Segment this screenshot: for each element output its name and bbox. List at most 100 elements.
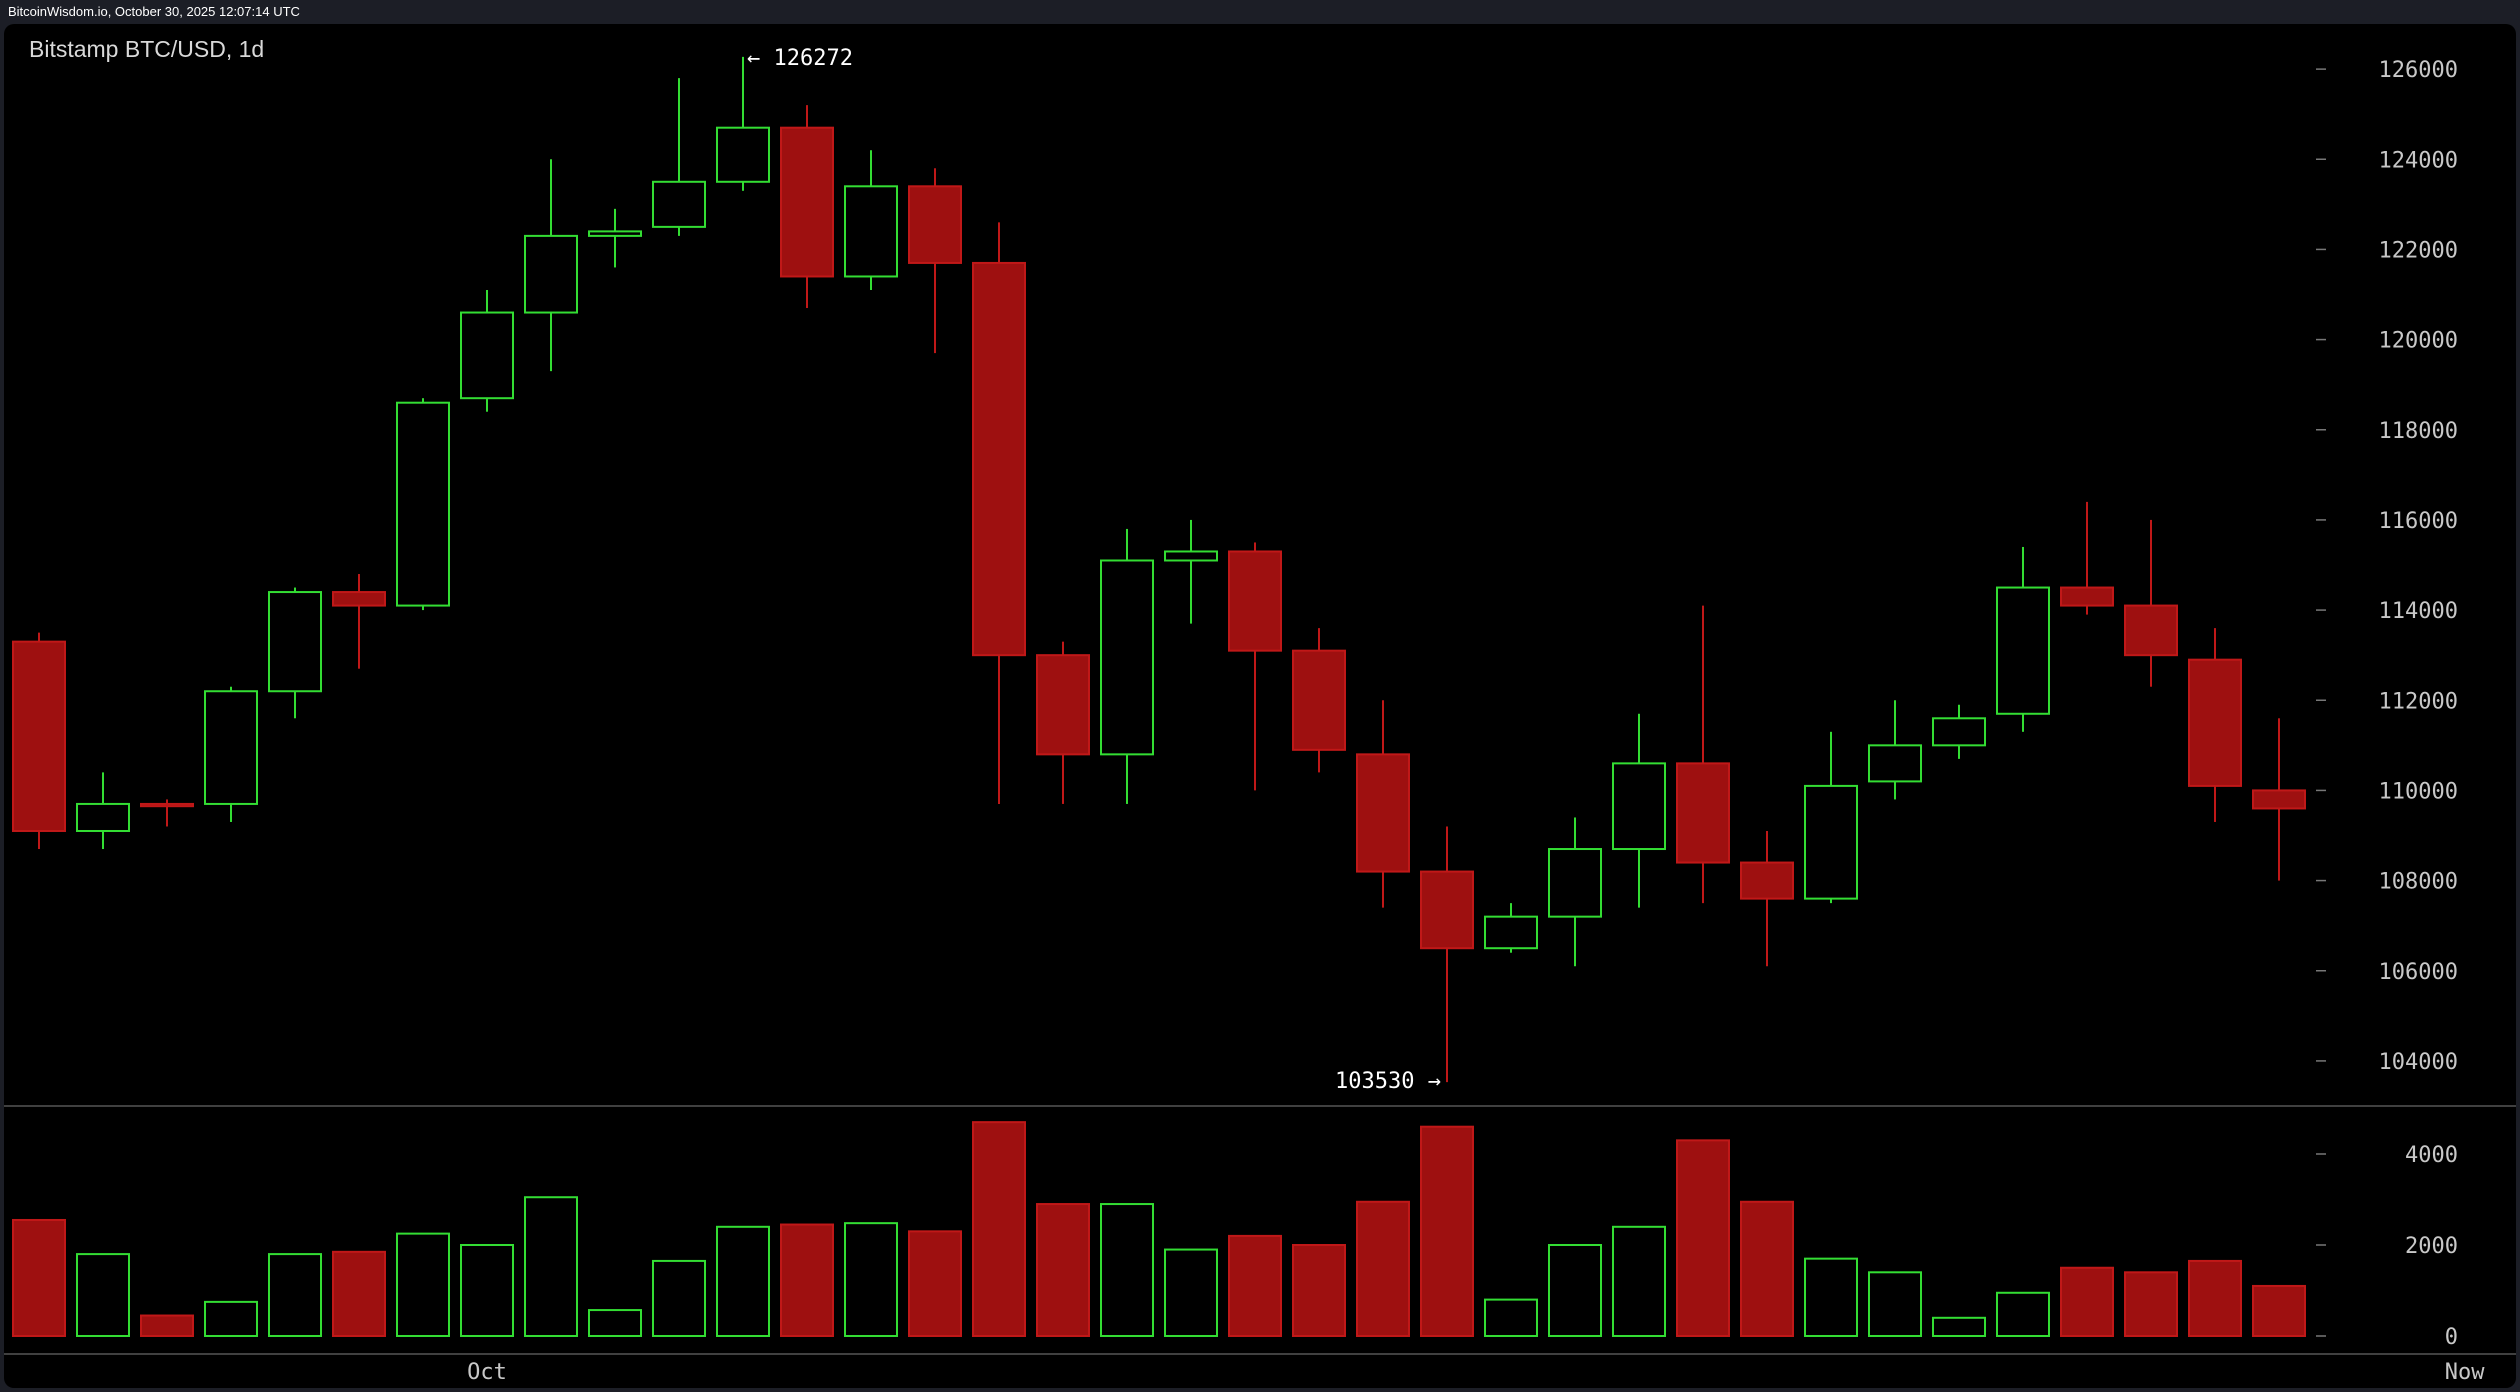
price-tick-label: 114000 bbox=[2379, 599, 2458, 624]
date-label: Now bbox=[2445, 1360, 2485, 1385]
volume-bar bbox=[1548, 1244, 1602, 1337]
candle bbox=[332, 574, 386, 669]
candle bbox=[1932, 704, 1986, 759]
candle bbox=[1036, 641, 1090, 804]
price-tick-label: 110000 bbox=[2379, 779, 2458, 804]
volume-bar bbox=[1932, 1316, 1986, 1338]
price-tick-label: 112000 bbox=[2379, 689, 2458, 714]
candle bbox=[268, 587, 322, 719]
low-annotation: 103530 → bbox=[1335, 1069, 1441, 1094]
candle bbox=[2060, 501, 2114, 615]
volume-bar bbox=[972, 1121, 1026, 1338]
volume-bar bbox=[524, 1196, 578, 1337]
candle bbox=[1804, 731, 1858, 904]
candle-body bbox=[76, 802, 130, 832]
candle-body bbox=[2060, 586, 2114, 607]
volume-bar bbox=[2124, 1271, 2178, 1338]
volume-bar bbox=[652, 1259, 706, 1338]
candle bbox=[1356, 700, 1410, 908]
volume-bar bbox=[204, 1300, 258, 1337]
candle bbox=[588, 208, 642, 268]
volume-bar bbox=[1676, 1139, 1730, 1337]
candle bbox=[396, 398, 450, 611]
volume-bar bbox=[2188, 1259, 2242, 1338]
candle-body bbox=[332, 591, 386, 607]
candle bbox=[1868, 700, 1922, 800]
candle-body bbox=[460, 311, 514, 400]
candle-body bbox=[1548, 848, 1602, 918]
volume-bar bbox=[12, 1218, 66, 1337]
volume-bar bbox=[76, 1253, 130, 1337]
screenshot-header: BitcoinWisdom.io, October 30, 2025 12:07… bbox=[0, 0, 2520, 24]
volume-bar bbox=[1036, 1203, 1090, 1338]
candle bbox=[1740, 830, 1794, 967]
volume-bar bbox=[1868, 1271, 1922, 1338]
volume-bar bbox=[588, 1309, 642, 1337]
candle-body bbox=[972, 261, 1026, 657]
candle-body bbox=[1676, 762, 1730, 864]
price-tick-label: 124000 bbox=[2379, 148, 2458, 173]
volume-bar bbox=[1740, 1200, 1794, 1338]
header-text: BitcoinWisdom.io, October 30, 2025 12:07… bbox=[8, 4, 300, 19]
price-tick-label: 116000 bbox=[2379, 509, 2458, 534]
candle bbox=[1292, 628, 1346, 773]
high-annotation: ← 126272 bbox=[747, 46, 853, 71]
volume-bar bbox=[1228, 1234, 1282, 1338]
candle bbox=[1612, 713, 1666, 908]
price-tick-label: 106000 bbox=[2379, 960, 2458, 985]
volume-bar bbox=[2060, 1266, 2114, 1337]
chart-panel: Bitstamp BTC/USD, 1d 104000 106000 108000 1… bbox=[4, 24, 2516, 1388]
volume-bar bbox=[396, 1232, 450, 1337]
candle bbox=[1996, 546, 2050, 732]
candle bbox=[2252, 718, 2306, 881]
volume-bar bbox=[1292, 1244, 1346, 1337]
price-tick-label: 126000 bbox=[2379, 58, 2458, 83]
candle bbox=[844, 150, 898, 290]
candle bbox=[140, 799, 194, 827]
candlestick-chart[interactable]: 104000 106000 108000 110000 112000 114000 1160… bbox=[4, 24, 2516, 1388]
volume-tick-label: 0 bbox=[2445, 1325, 2458, 1350]
volume-bar bbox=[780, 1223, 834, 1338]
candle-body bbox=[1612, 762, 1666, 851]
date-label: Oct bbox=[467, 1360, 507, 1385]
candle-body bbox=[1292, 649, 1346, 751]
chart-title: Bitstamp BTC/USD, 1d bbox=[29, 36, 265, 62]
candle-body bbox=[12, 640, 66, 832]
candle bbox=[2124, 519, 2178, 687]
candle-body bbox=[588, 230, 642, 237]
candle-body bbox=[652, 180, 706, 228]
candle bbox=[1420, 826, 1474, 1083]
volume-tick-label: 2000 bbox=[2405, 1234, 2458, 1259]
candle-body bbox=[716, 126, 770, 183]
candle bbox=[204, 686, 258, 822]
volume-bar bbox=[844, 1222, 898, 1338]
candle-body bbox=[1996, 586, 2050, 715]
candle-body bbox=[844, 185, 898, 278]
volume-bar bbox=[908, 1230, 962, 1337]
candle-body bbox=[1228, 550, 1282, 652]
volume-bar bbox=[332, 1250, 386, 1337]
candle-body bbox=[2188, 658, 2242, 787]
candle bbox=[652, 78, 706, 236]
candle bbox=[524, 159, 578, 372]
candle-body bbox=[1804, 784, 1858, 900]
price-tick-label: 122000 bbox=[2379, 238, 2458, 263]
candle bbox=[2188, 628, 2242, 822]
volume-bar bbox=[1804, 1257, 1858, 1338]
candle bbox=[12, 632, 66, 850]
volume-bar bbox=[1612, 1225, 1666, 1338]
volume-bar bbox=[2252, 1284, 2306, 1337]
candle bbox=[1548, 817, 1602, 967]
candle-body bbox=[204, 690, 258, 805]
price-tick-label: 104000 bbox=[2379, 1050, 2458, 1075]
candle-body bbox=[908, 185, 962, 264]
volume-bar bbox=[268, 1253, 322, 1337]
volume-tick-label: 4000 bbox=[2405, 1143, 2458, 1168]
volume-bar bbox=[1484, 1298, 1538, 1337]
volume-bar bbox=[1100, 1203, 1154, 1338]
candle-body bbox=[140, 802, 194, 808]
candle-body bbox=[2252, 789, 2306, 810]
candle-body bbox=[2124, 604, 2178, 657]
volume-bar bbox=[140, 1314, 194, 1338]
candle bbox=[1228, 542, 1282, 791]
